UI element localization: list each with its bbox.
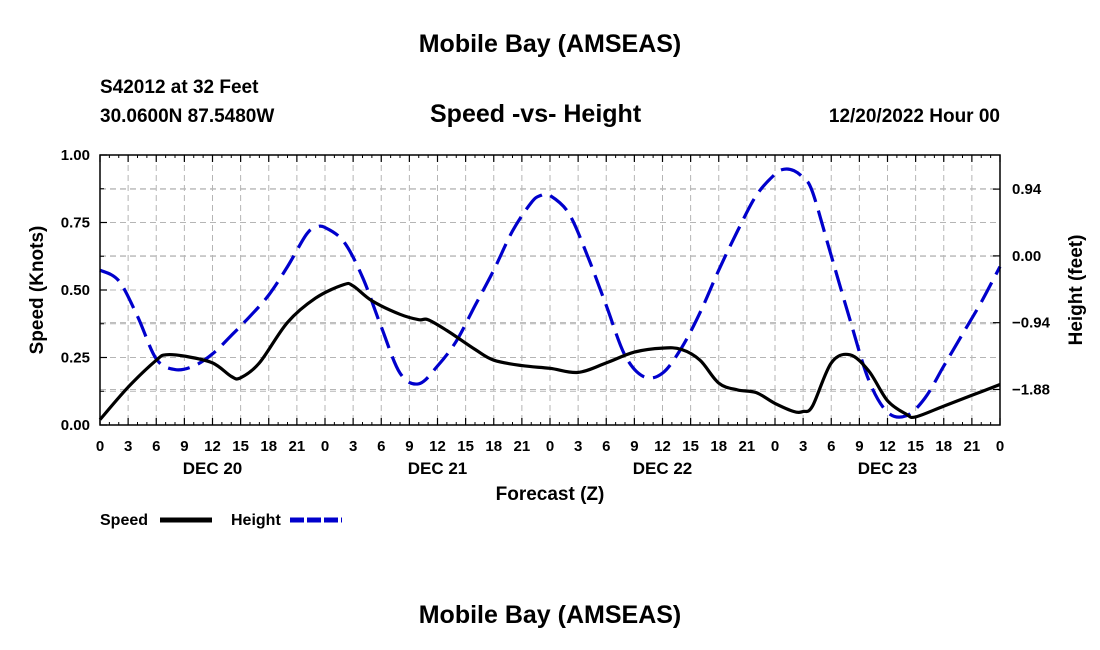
x-tick-label: 9 (180, 438, 188, 455)
y2-tick-label: 0.00 (1012, 248, 1041, 265)
x-tick-label: 6 (827, 438, 835, 455)
x-tick-label: 6 (377, 438, 385, 455)
x-tick-label: 12 (204, 438, 221, 455)
y-tick-label: 0.75 (61, 215, 90, 232)
footer-title: Mobile Bay (AMSEAS) (418, 601, 682, 629)
x-tick-label: 0 (96, 438, 104, 455)
x-tick-label: 18 (935, 438, 952, 455)
legend: Speed Height (100, 512, 342, 529)
x-tick-label: 6 (152, 438, 160, 455)
x-tick-label: 21 (289, 438, 306, 455)
legend-label-speed: Speed (100, 512, 148, 529)
station-label: S42012 at 32 Feet (100, 77, 259, 98)
y-tick-label: 0.00 (61, 417, 90, 434)
x-tick-label: 12 (429, 438, 446, 455)
grid (100, 155, 1000, 425)
y-axis-label: Speed (Knots) (27, 226, 48, 355)
x-tick-label: 9 (855, 438, 863, 455)
x-tick-label: 15 (682, 438, 699, 455)
x-tick-label: 0 (546, 438, 554, 455)
x-tick-label: 12 (879, 438, 896, 455)
x-day-label: DEC 23 (858, 459, 918, 478)
chart-title: Mobile Bay (AMSEAS) (418, 30, 682, 58)
x-tick-label: 3 (574, 438, 582, 455)
y-tick-label: 0.25 (61, 350, 90, 367)
x-tick-label: 18 (260, 438, 277, 455)
x-tick-label: 0 (321, 438, 329, 455)
y-tick-label: 1.00 (61, 147, 90, 164)
x-day-label: DEC 22 (633, 459, 693, 478)
x-tick-label: 15 (907, 438, 924, 455)
x-tick-label: 3 (124, 438, 132, 455)
x-day-label: DEC 20 (183, 459, 243, 478)
x-tick-label: 6 (602, 438, 610, 455)
x-tick-label: 18 (710, 438, 727, 455)
series-height-line (99, 167, 1002, 419)
x-tick-label: 21 (964, 438, 981, 455)
x-tick-label: 12 (654, 438, 671, 455)
x-tick-label: 21 (739, 438, 756, 455)
x-tick-label: 0 (771, 438, 779, 455)
x-tick-label: 9 (405, 438, 413, 455)
x-axis-label: Forecast (Z) (496, 484, 605, 505)
x-tick-label: 15 (457, 438, 474, 455)
x-day-label: DEC 21 (408, 459, 468, 478)
forecast-datetime: 12/20/2022 Hour 00 (828, 106, 1000, 127)
x-tick-label: 21 (514, 438, 531, 455)
x-tick-label: 3 (799, 438, 807, 455)
chart-subtitle: Speed -vs- Height (430, 100, 642, 128)
y-tick-label: 0.50 (61, 282, 90, 299)
y2-axis-label: Height (feet) (1066, 235, 1087, 346)
series-speed-line (98, 281, 1001, 421)
series-layer (98, 167, 1002, 421)
legend-label-height: Height (231, 512, 281, 529)
x-tick-label: 0 (996, 438, 1004, 455)
location-label: 30.0600N 87.5480W (100, 106, 275, 127)
x-tick-label: 18 (485, 438, 502, 455)
y2-tick-label: 0.94 (1012, 181, 1042, 198)
y2-tick-label: −0.94 (1012, 315, 1051, 332)
y2-tick-label: −1.88 (1012, 381, 1050, 398)
x-tick-label: 3 (349, 438, 357, 455)
axes: 0 3 6 9 12 15 18 21 0 3 6 9 12 15 18 21 0 3 6 9 12 15 18 21 0 3 6 9… (61, 147, 1051, 478)
x-tick-label: 15 (232, 438, 249, 455)
x-tick-label: 9 (630, 438, 638, 455)
